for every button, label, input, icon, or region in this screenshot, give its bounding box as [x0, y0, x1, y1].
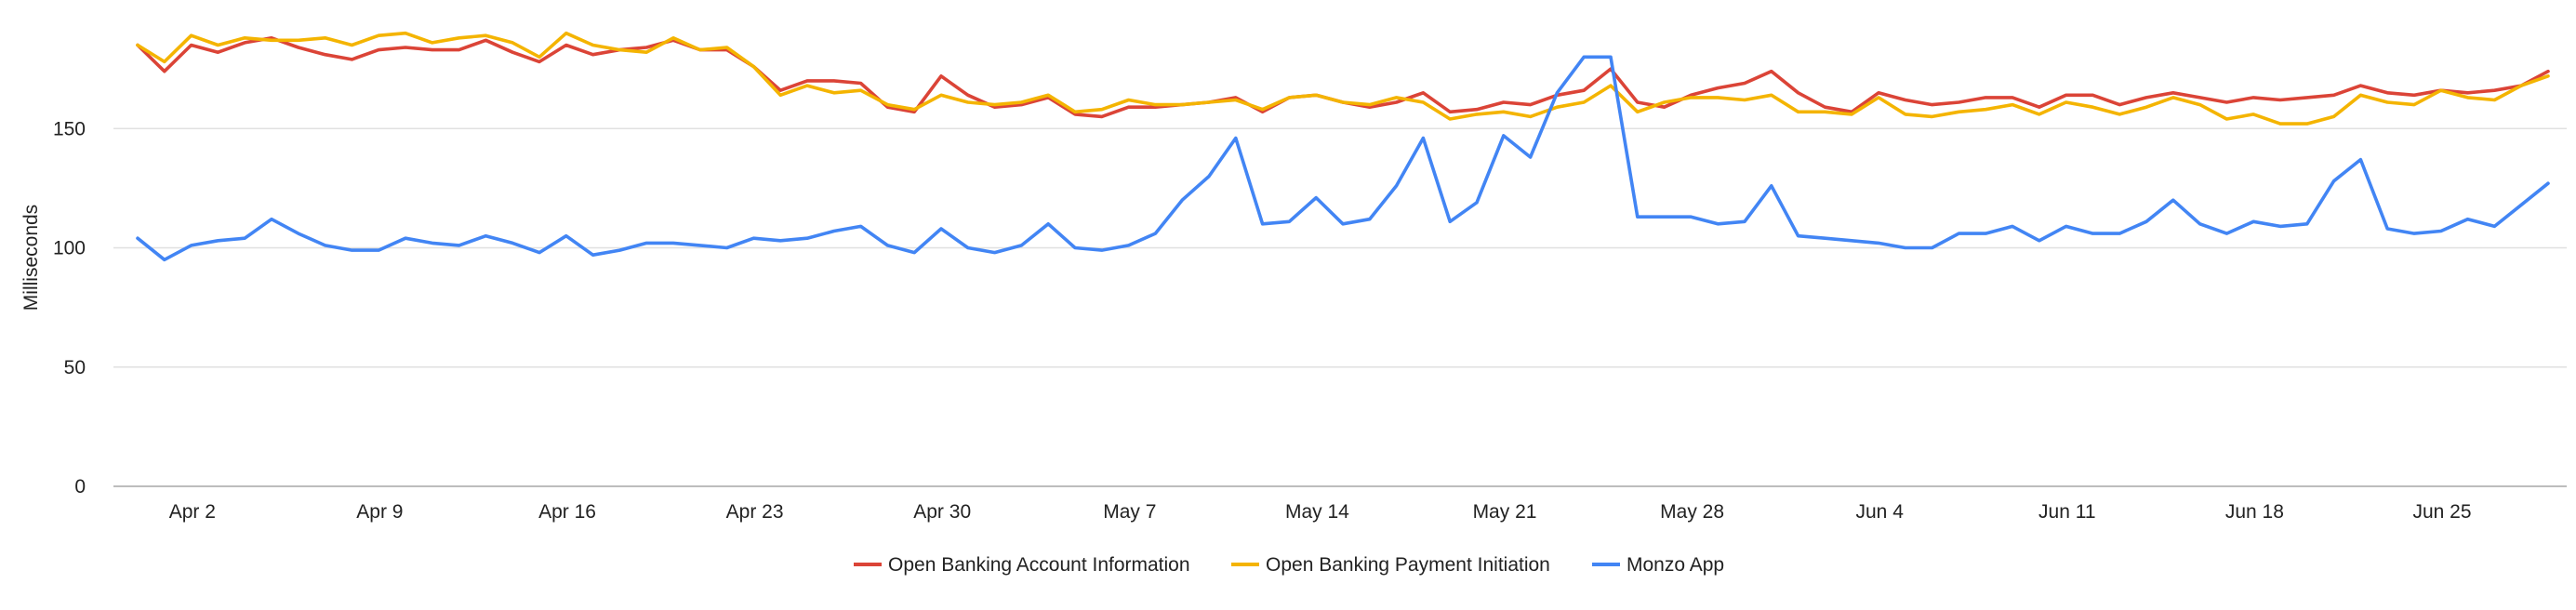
legend-item: Monzo App: [1592, 554, 1724, 576]
x-tick-label: Jun 25: [2412, 501, 2471, 523]
legend-label: Open Banking Payment Initiation: [1266, 554, 1550, 576]
x-tick-label: May 28: [1660, 501, 1724, 523]
series-layer: [136, 31, 2550, 262]
y-tick-label: 50: [64, 357, 86, 378]
y-tick-label: 0: [74, 476, 86, 497]
series-line-open-banking-payment-initiation: [136, 31, 2550, 126]
legend-item: Open Banking Account Information: [854, 554, 1190, 576]
y-tick-label: 150: [53, 118, 86, 139]
legend-label: Open Banking Account Information: [888, 554, 1190, 576]
x-tick-label: May 14: [1285, 501, 1349, 523]
x-tick-label: May 21: [1473, 501, 1537, 523]
x-tick-label: Jun 4: [1856, 501, 1905, 523]
series-line-monzo-app: [136, 55, 2550, 262]
x-tick-label: May 7: [1103, 501, 1156, 523]
y-axis-ticks: 0 50 100 150: [53, 118, 86, 497]
x-tick-label: Jun 11: [2038, 501, 2096, 523]
x-tick-label: Apr 2: [169, 501, 216, 523]
grid: [113, 127, 2567, 487]
x-tick-label: Apr 16: [538, 501, 596, 523]
legend-item: Open Banking Payment Initiation: [1231, 554, 1550, 576]
x-tick-label: Apr 9: [356, 501, 403, 523]
x-tick-label: Apr 23: [726, 501, 784, 523]
legend: Open Banking Account Information Open Ban…: [854, 554, 1724, 576]
series-line-open-banking-account-information: [136, 35, 2550, 119]
y-tick-label: 100: [53, 238, 86, 259]
x-tick-label: Jun 18: [2225, 501, 2284, 523]
y-axis-title: Milliseconds: [20, 205, 42, 311]
legend-label: Monzo App: [1627, 554, 1724, 576]
x-axis-ticks: Apr 2 Apr 9 Apr 16 Apr 23 Apr 30 May 7 May 14 M…: [169, 501, 2472, 523]
x-tick-label: Apr 30: [913, 501, 971, 523]
